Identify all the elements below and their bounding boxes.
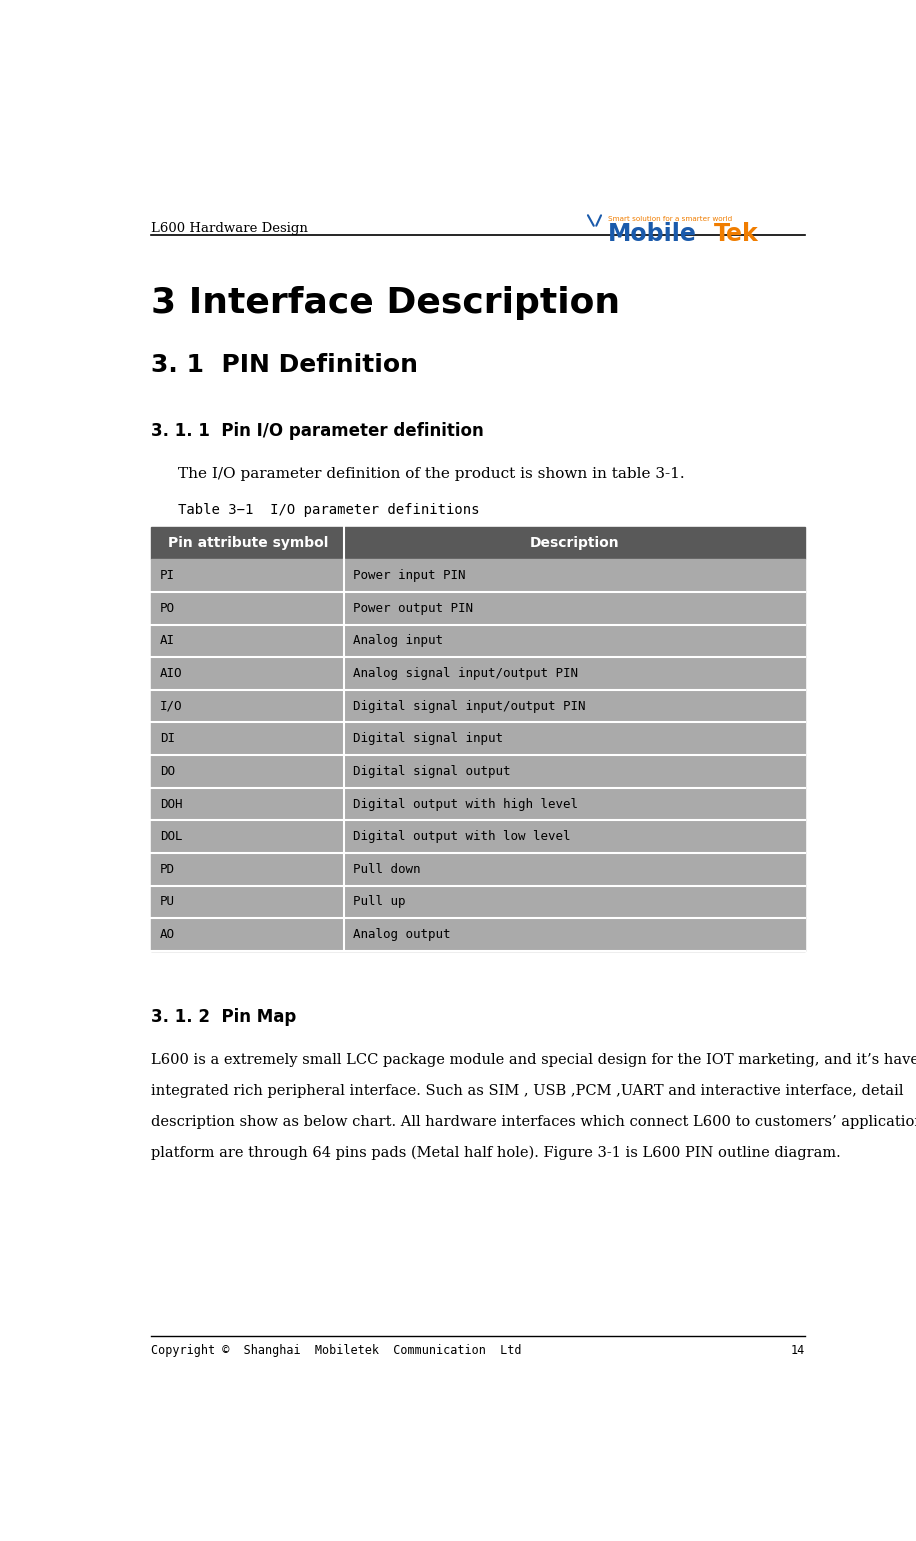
Text: 3. 1. 1  Pin I/O parameter definition: 3. 1. 1 Pin I/O parameter definition [151, 422, 485, 441]
Text: PD: PD [160, 863, 175, 875]
Text: Analog input: Analog input [353, 635, 442, 647]
Text: Analog signal input/output PIN: Analog signal input/output PIN [353, 667, 578, 680]
Bar [151, 559, 804, 592]
Bar [151, 755, 804, 787]
Text: Digital signal input/output PIN: Digital signal input/output PIN [353, 700, 585, 712]
Bar [151, 918, 804, 951]
Text: Pull down: Pull down [353, 863, 420, 875]
Text: I/O: I/O [160, 700, 182, 712]
Text: 3. 1. 2  Pin Map: 3. 1. 2 Pin Map [151, 1008, 297, 1026]
Text: AIO: AIO [160, 667, 182, 680]
Text: description show as below chart. All hardware interfaces which connect L600 to c: description show as below chart. All har… [151, 1114, 916, 1128]
Text: Digital output with low level: Digital output with low level [353, 831, 570, 843]
Text: Digital signal output: Digital signal output [353, 764, 510, 778]
Text: DO: DO [160, 764, 175, 778]
Text: DOH: DOH [160, 798, 182, 811]
Bar [151, 886, 804, 918]
Text: Table 3−1  I/O parameter definitions: Table 3−1 I/O parameter definitions [179, 502, 480, 516]
Bar [151, 624, 804, 656]
Text: Power output PIN: Power output PIN [353, 601, 473, 615]
Text: 3 Interface Description: 3 Interface Description [151, 285, 620, 321]
Text: PO: PO [160, 601, 175, 615]
Text: platform are through 64 pins pads (Metal half hole). Figure 3-1 is L600 PIN outl: platform are through 64 pins pads (Metal… [151, 1145, 841, 1160]
Text: AO: AO [160, 928, 175, 942]
Text: Power input PIN: Power input PIN [353, 569, 465, 582]
Bar [151, 820, 804, 854]
Text: L600 is a extremely small LCC package module and special design for the IOT mark: L600 is a extremely small LCC package mo… [151, 1053, 916, 1066]
Text: DOL: DOL [160, 831, 182, 843]
Bar [151, 854, 804, 886]
Text: The I/O parameter definition of the product is shown in table 3-1.: The I/O parameter definition of the prod… [179, 467, 685, 481]
Bar [151, 787, 804, 820]
Text: Digital signal input: Digital signal input [353, 732, 503, 746]
Text: Copyright ©  Shanghai  Mobiletek  Communication  Ltd: Copyright © Shanghai Mobiletek Communica… [151, 1344, 522, 1358]
Text: Description: Description [529, 536, 619, 550]
Text: PU: PU [160, 895, 175, 908]
Text: integrated rich peripheral interface. Such as SIM , USB ,PCM ,UART and interacti: integrated rich peripheral interface. Su… [151, 1083, 904, 1097]
Text: Analog output: Analog output [353, 928, 450, 942]
Bar [151, 656, 804, 690]
Bar [151, 723, 804, 755]
Bar [151, 690, 804, 723]
Text: Tek: Tek [714, 222, 759, 247]
Text: PI: PI [160, 569, 175, 582]
Text: Pin attribute symbol: Pin attribute symbol [168, 536, 328, 550]
Bar [151, 527, 804, 559]
Text: AI: AI [160, 635, 175, 647]
Bar [151, 592, 804, 624]
Text: Digital output with high level: Digital output with high level [353, 798, 578, 811]
Text: Pull up: Pull up [353, 895, 405, 908]
Text: Mobile: Mobile [608, 222, 697, 247]
Text: 14: 14 [791, 1344, 804, 1358]
Text: L600 Hardware Design: L600 Hardware Design [151, 222, 309, 236]
Text: DI: DI [160, 732, 175, 746]
Text: 3. 1  PIN Definition: 3. 1 PIN Definition [151, 353, 419, 378]
Text: Smart solution for a smarter world: Smart solution for a smarter world [608, 216, 732, 222]
